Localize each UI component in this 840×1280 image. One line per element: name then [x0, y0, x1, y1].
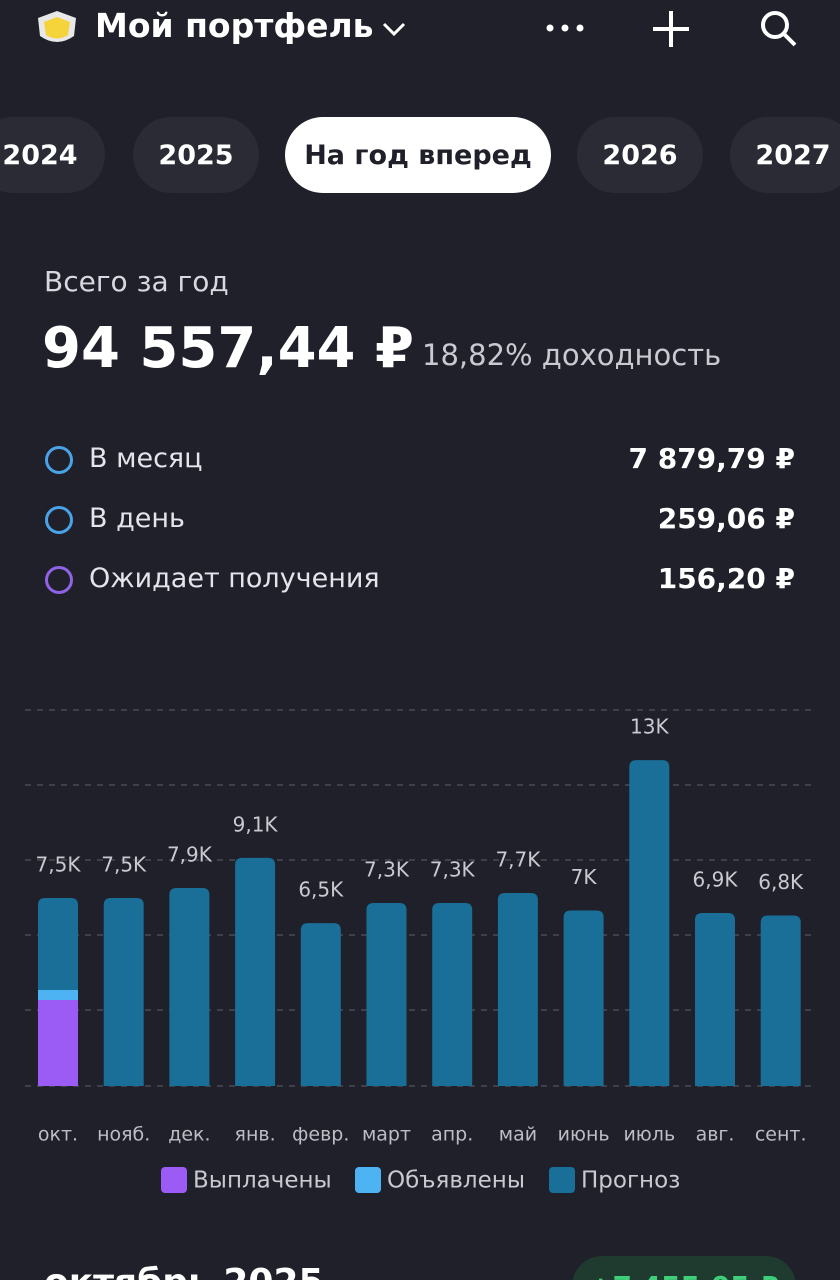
bar-value-label: 7,9K: [167, 842, 213, 866]
bar-segment: [629, 760, 670, 1086]
bar-value-label: 9,1K: [233, 812, 279, 836]
row-label: Ожидает получения: [89, 563, 380, 594]
bar-value-label: 7K: [571, 865, 598, 889]
x-tick-label: нояб.: [97, 1124, 150, 1146]
bar-segment: [695, 913, 735, 1086]
bar-segment: [235, 857, 276, 1086]
bar-value-label: 6,8K: [758, 870, 804, 894]
bar-value-label: 7,5K: [101, 853, 147, 877]
bar-segment: [563, 910, 604, 1086]
bar-segment: [300, 923, 341, 1086]
x-tick-label: июль: [623, 1124, 675, 1146]
bar-segment: [760, 915, 801, 1086]
bar-segment: [103, 898, 144, 1086]
row-value: 7 879,79 ₽: [628, 442, 795, 475]
legend-label: Выплачены: [193, 1168, 332, 1194]
x-tick-label: янв.: [235, 1124, 276, 1146]
section-amount: +7 455,05 ₽: [572, 1256, 796, 1280]
header-title[interactable]: Мой портфель: [95, 6, 374, 45]
summary-label: Всего за год: [44, 265, 229, 298]
x-tick-label: март: [362, 1124, 411, 1146]
bar-value-label: 7,5K: [36, 853, 82, 877]
chart: 7,5K окт. 7,5K нояб. 7,9K дек. 9,1K янв. 6,5K фев…: [25, 709, 815, 1194]
dropdown-chevron[interactable]: [380, 16, 408, 40]
row-value: 259,06 ₽: [657, 502, 795, 535]
x-tick-label: февр.: [292, 1124, 349, 1146]
tab[interactable]: 2027: [730, 117, 840, 193]
bar-segment: [38, 989, 78, 1001]
bar-segment: [169, 887, 210, 1086]
legend-swatch: [355, 1167, 381, 1193]
x-tick-label: апр.: [431, 1124, 473, 1146]
bar-value-label: 6,9K: [693, 868, 739, 892]
legend-swatch: [549, 1167, 575, 1193]
more-button[interactable]: [543, 16, 587, 40]
bar-segment: [38, 898, 78, 990]
legend-label: Прогноз: [581, 1168, 680, 1194]
bar-value-label: 13K: [630, 715, 669, 739]
tab[interactable]: 2025: [133, 117, 259, 193]
section-title: октябрь 2025: [44, 1262, 324, 1280]
bar-segment: [366, 903, 407, 1086]
x-tick-label: авг.: [696, 1124, 735, 1146]
bar-value-label: 7,7K: [495, 847, 541, 871]
row-label: В день: [89, 503, 185, 534]
logo[interactable]: [32, 8, 82, 48]
tab[interactable]: 2024: [0, 117, 105, 193]
x-tick-label: сент.: [755, 1124, 807, 1146]
bar-segment: [38, 1000, 78, 1086]
search-button[interactable]: [758, 8, 798, 48]
x-tick-label: июнь: [558, 1124, 610, 1146]
row-dot: [45, 446, 73, 474]
legend-swatch: [161, 1167, 187, 1193]
bar-segment: [497, 892, 538, 1086]
row-label: В месяц: [89, 443, 203, 474]
row-dot: [45, 566, 73, 594]
legend-label: Объявлены: [387, 1168, 525, 1194]
summary-yield: 18,82% доходность: [422, 338, 722, 372]
x-tick-label: май: [499, 1124, 537, 1146]
x-tick-label: окт.: [38, 1124, 78, 1146]
tab[interactable]: На год вперед: [285, 117, 551, 193]
bar-value-label: 7,3K: [364, 858, 410, 882]
bar-value-label: 6,5K: [298, 878, 344, 902]
row-dot: [45, 506, 73, 534]
row-value: 156,20 ₽: [657, 562, 795, 595]
bar-segment: [432, 903, 473, 1086]
summary-total: 94 557,44 ₽: [42, 316, 414, 381]
add-button[interactable]: [650, 8, 692, 50]
tab[interactable]: 2026: [577, 117, 703, 193]
bar-value-label: 7,3K: [430, 858, 476, 882]
x-tick-label: дек.: [168, 1124, 210, 1146]
